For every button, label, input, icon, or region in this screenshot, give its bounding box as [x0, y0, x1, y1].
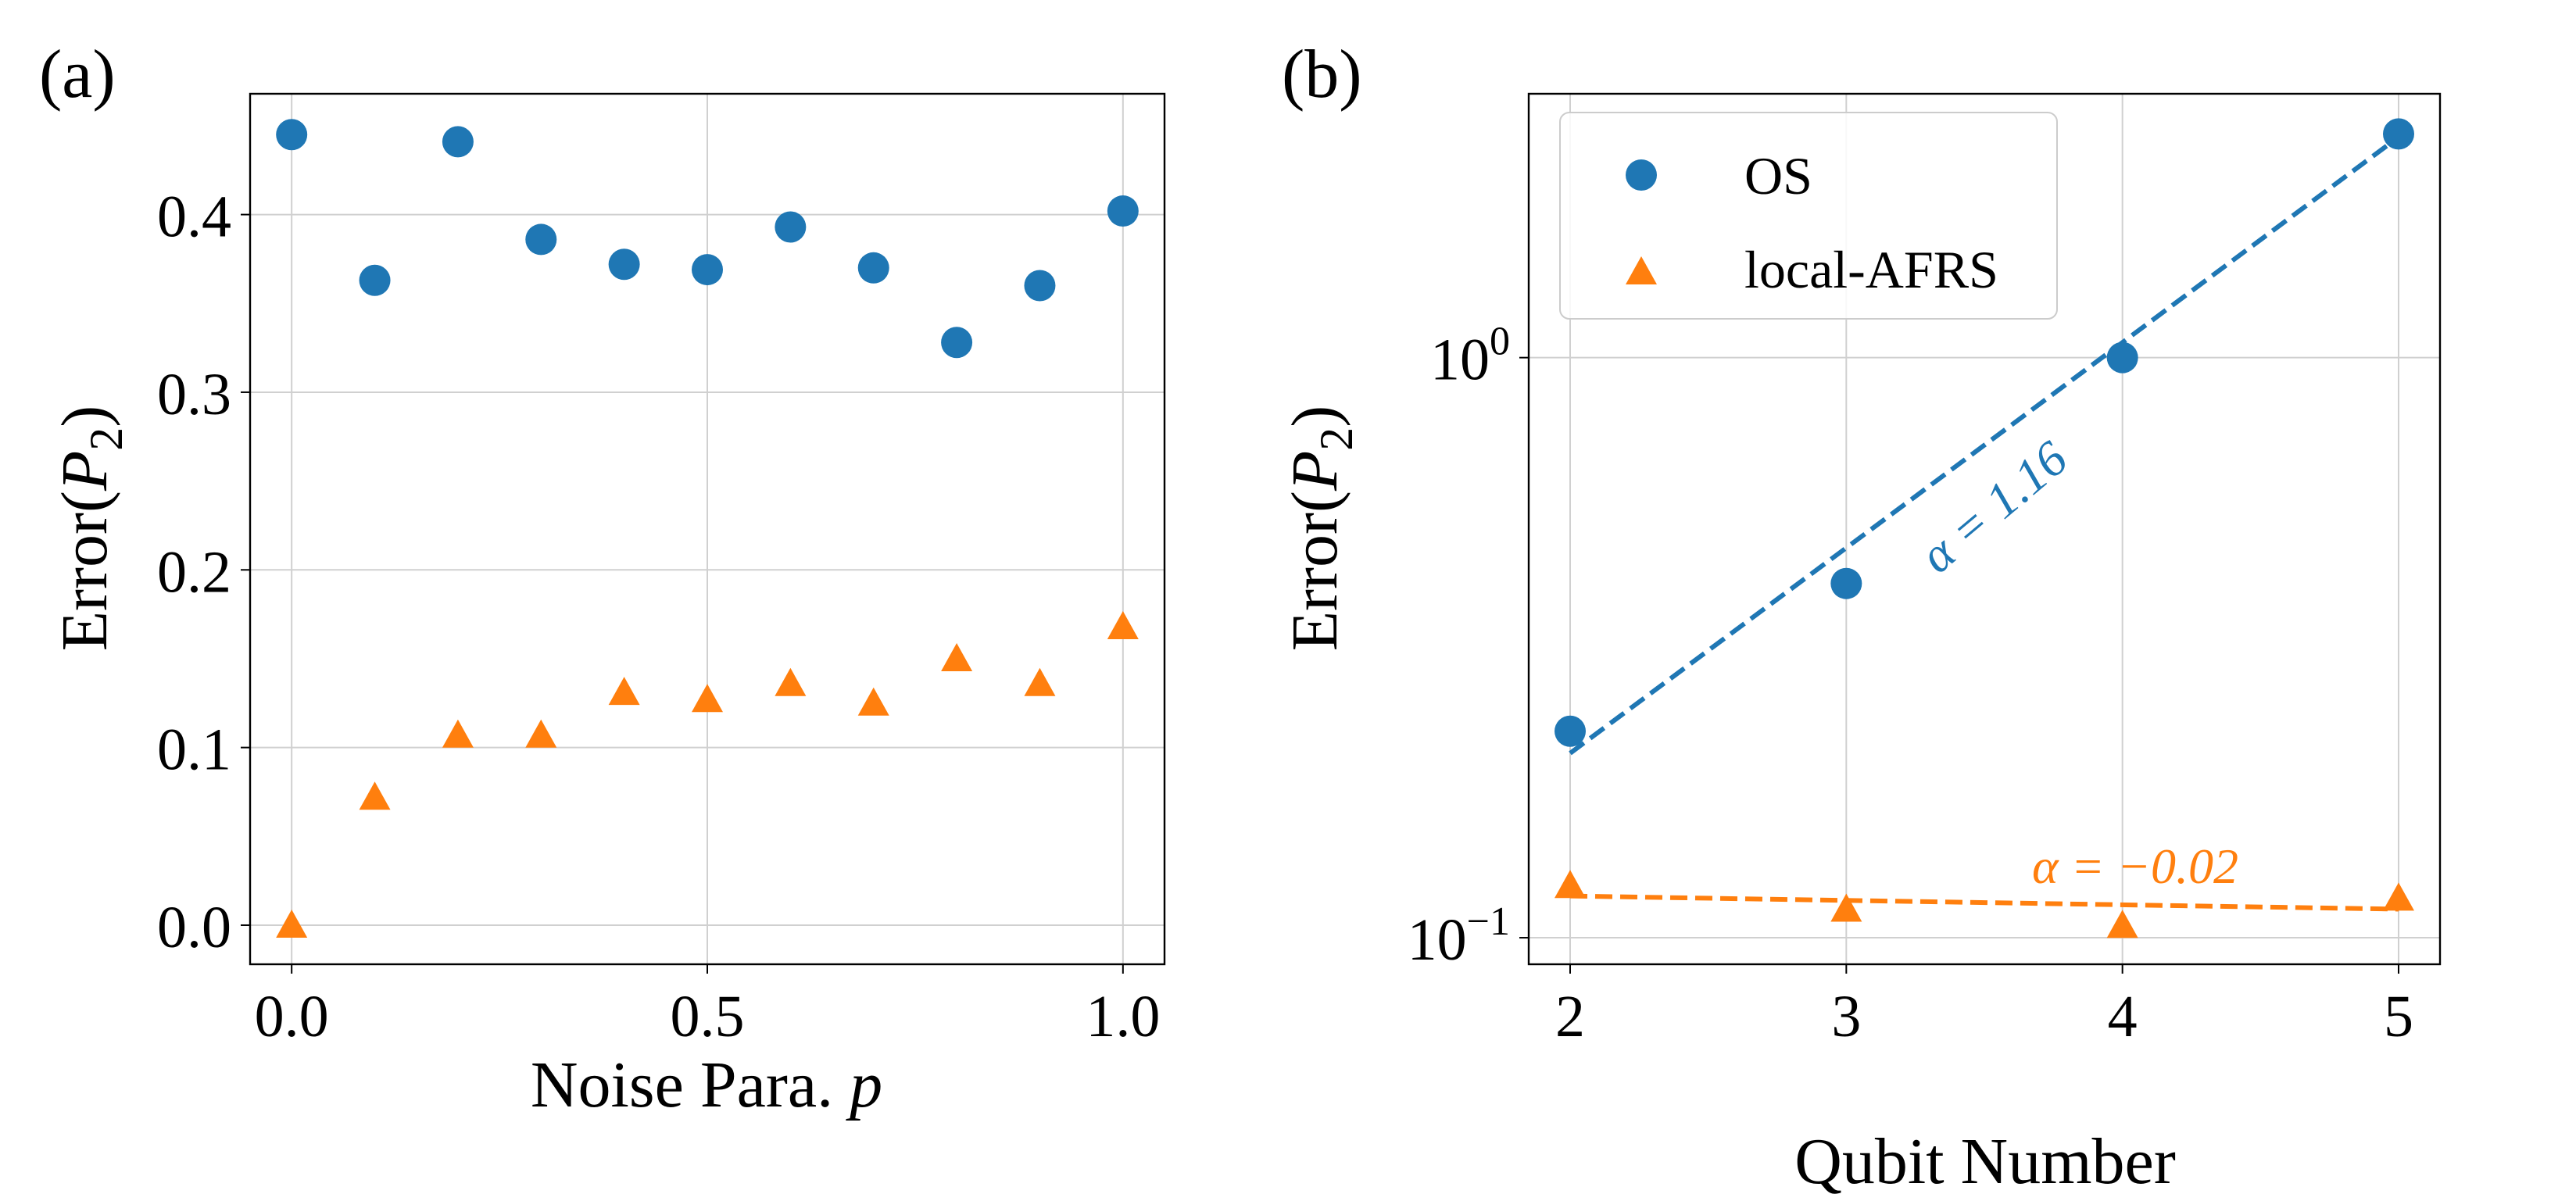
panel-a-label: (a): [39, 37, 116, 113]
panel-b: (b) α = 1.16 α = −0.02 2 3 4 5 10−1 100 Qubit …: [1279, 37, 2442, 1194]
panel-a-marks: [276, 119, 1139, 938]
xlabel-var: p: [846, 1049, 882, 1121]
fit-afrs-annotation: α = −0.02: [2032, 838, 2238, 894]
data-point-triangle: [857, 687, 889, 716]
data-point-circle: [1555, 715, 1586, 747]
data-point-triangle: [1024, 667, 1056, 696]
panel-a-ticks: 0.0 0.5 1.0 0.0 0.1 0.2 0.3 0.4: [157, 184, 1160, 1049]
x-tick-label: 2: [1555, 984, 1585, 1049]
fit-line: [1569, 893, 2399, 912]
data-point-triangle: [1107, 611, 1139, 640]
data-point-circle: [608, 248, 640, 281]
x-tick-label: 4: [2108, 984, 2138, 1049]
data-point-triangle: [525, 719, 557, 748]
data-point-triangle: [775, 667, 807, 696]
data-point-triangle: [276, 909, 308, 938]
data-point-circle: [359, 264, 391, 296]
panel-a-grid: [250, 94, 1165, 964]
data-point-circle: [941, 327, 973, 359]
legend-os-label: OS: [1744, 146, 1812, 206]
legend-box: [1559, 112, 2058, 320]
x-tick-label: 1.0: [1086, 984, 1160, 1049]
data-point-circle: [442, 126, 474, 158]
panel-a: (a) 0.0 0.5 1.0 0.0 0.1 0.2 0.3 0.4 Noise Para.…: [39, 37, 1166, 1121]
y-tick-label: 0.3: [157, 362, 231, 427]
x-tick-label: 5: [2384, 984, 2413, 1049]
y-tick-label: 0.0: [157, 895, 231, 960]
legend: OS local-AFRS: [1559, 112, 2058, 320]
x-tick-label: 0.0: [255, 984, 329, 1049]
y-tick-label: 0.2: [157, 539, 231, 605]
data-point-triangle: [1830, 893, 1862, 922]
data-point-triangle: [359, 781, 391, 810]
data-point-triangle: [2383, 882, 2414, 911]
panel-b-ylabel: Error(P2): [1279, 406, 1362, 652]
panel-a-xlabel: Noise Para. p: [531, 1049, 882, 1121]
legend-afrs-label: local-AFRS: [1744, 240, 1998, 299]
x-tick-label: 3: [1831, 984, 1861, 1049]
fit-line: [1569, 134, 2400, 756]
panel-b-ticks: 2 3 4 5 10−1 100: [1408, 320, 2413, 1049]
data-point-circle: [2106, 341, 2138, 374]
data-point-circle: [692, 254, 723, 286]
xlabel-text: Noise Para.: [531, 1049, 850, 1121]
y-tick-label: 100: [1430, 320, 1510, 393]
data-point-triangle: [941, 642, 973, 671]
data-point-circle: [1830, 567, 1862, 599]
data-point-circle: [1024, 270, 1056, 302]
panel-b-label: (b): [1282, 37, 1362, 113]
panel-b-frame: [1527, 92, 2442, 966]
legend-afrs-marker: [1626, 256, 1657, 284]
data-point-circle: [857, 252, 889, 284]
data-point-circle: [2383, 118, 2414, 150]
data-point-triangle: [442, 719, 474, 748]
data-point-circle: [1107, 195, 1139, 227]
panel-b-xlabel: Qubit Number: [1794, 1125, 2176, 1194]
y-tick-label: 0.4: [157, 184, 231, 250]
x-tick-label: 0.5: [671, 984, 745, 1049]
fit-os-annotation: α = 1.16: [1909, 430, 2077, 583]
data-point-circle: [525, 223, 557, 256]
y-tick-label: 0.1: [157, 717, 231, 783]
data-point-triangle: [1555, 870, 1586, 899]
data-point-circle: [775, 211, 807, 243]
data-point-triangle: [692, 684, 723, 713]
data-point-triangle: [2106, 910, 2138, 938]
data-point-circle: [276, 119, 308, 151]
panel-a-ylabel: Error(P2): [48, 406, 132, 652]
y-tick-label: 10−1: [1408, 899, 1510, 973]
legend-os-marker: [1626, 159, 1657, 191]
data-point-triangle: [608, 677, 640, 706]
